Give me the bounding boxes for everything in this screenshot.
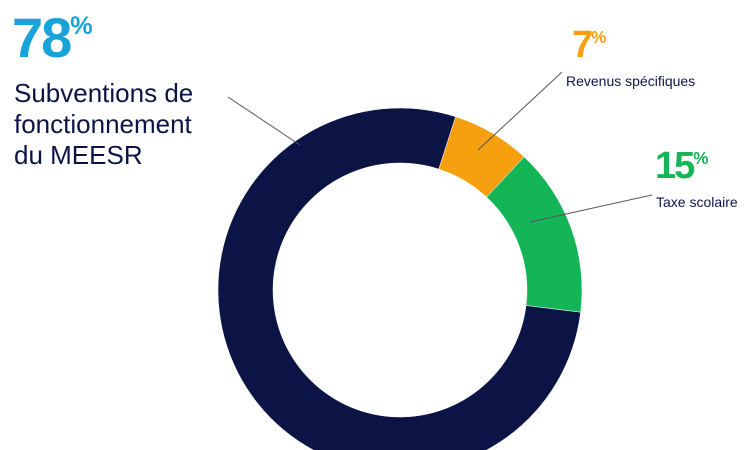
category-label: Subventions de fonctionnement du MEESR — [14, 78, 194, 170]
unit: % — [70, 11, 93, 40]
unit: % — [591, 27, 607, 47]
slice — [486, 156, 583, 313]
leader-line — [477, 71, 563, 151]
slice — [217, 107, 581, 450]
value-label: 15% — [655, 147, 708, 185]
category-label: Taxe scolaire — [656, 194, 738, 210]
value: 7 — [572, 24, 593, 66]
donut — [217, 107, 583, 450]
value-label: 7% — [572, 26, 606, 64]
leader-line — [529, 194, 653, 223]
value: 15 — [655, 145, 695, 187]
value-label: 78% — [12, 10, 93, 66]
value: 78 — [12, 6, 72, 69]
unit: % — [693, 148, 709, 168]
category-label: Revenus spécifiques — [566, 73, 696, 89]
leader-line — [227, 96, 301, 146]
